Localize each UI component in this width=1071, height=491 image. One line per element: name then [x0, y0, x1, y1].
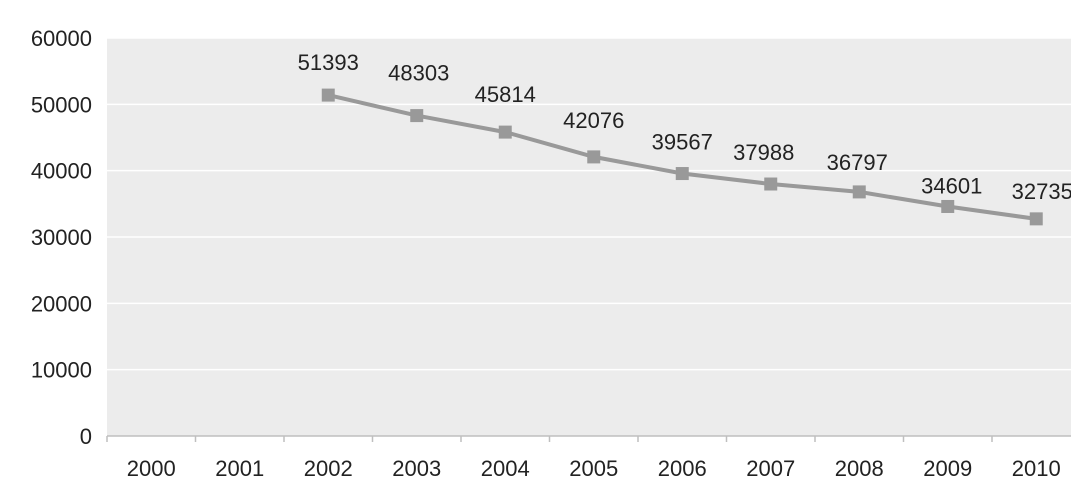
x-tick-label: 2005 — [569, 456, 618, 481]
gridlines — [107, 37, 1071, 371]
x-tick-label: 2003 — [392, 456, 441, 481]
data-labels: 51393 48303 45814 42076 39567 37988 36797 34601… — [298, 50, 1071, 204]
data-label: 42076 — [563, 108, 624, 133]
y-axis-labels: 0 10000 20000 30000 40000 50000 60000 — [31, 26, 92, 449]
data-point-marker — [941, 199, 955, 213]
y-tick-label: 40000 — [31, 159, 92, 184]
data-label: 32735 — [1012, 179, 1071, 204]
data-label: 51393 — [298, 50, 359, 75]
x-axis-labels: 2000 2001 2002 2003 2004 2005 2006 2007 2008 2009… — [127, 456, 1061, 481]
data-point-marker — [1029, 212, 1043, 226]
x-axis — [106, 435, 1071, 442]
data-point-marker — [321, 88, 335, 102]
data-point-marker — [852, 185, 866, 199]
data-point-marker — [498, 125, 512, 139]
y-tick-label: 0 — [80, 424, 92, 449]
data-label: 37988 — [733, 140, 794, 165]
data-label: 45814 — [475, 82, 536, 107]
x-tick-label: 2010 — [1012, 456, 1061, 481]
series-markers — [321, 88, 1043, 226]
x-tick-label: 2006 — [658, 456, 707, 481]
data-point-marker — [764, 177, 778, 191]
data-label: 36797 — [827, 150, 888, 175]
data-label: 39567 — [652, 130, 713, 155]
x-tick-label: 2004 — [481, 456, 530, 481]
x-tick-label: 2007 — [746, 456, 795, 481]
y-tick-label: 20000 — [31, 291, 92, 316]
x-tick-label: 2000 — [127, 456, 176, 481]
y-tick-label: 10000 — [31, 358, 92, 383]
x-tick-label: 2008 — [835, 456, 884, 481]
data-label: 48303 — [388, 61, 449, 86]
y-tick-label: 50000 — [31, 92, 92, 117]
x-tick-label: 2002 — [304, 456, 353, 481]
data-label: 34601 — [921, 173, 982, 198]
y-tick-label: 30000 — [31, 225, 92, 250]
x-tick-label: 2001 — [215, 456, 264, 481]
data-point-marker — [587, 150, 601, 164]
data-point-marker — [675, 167, 689, 181]
x-tick-label: 2009 — [923, 456, 972, 481]
y-tick-label: 60000 — [31, 26, 92, 51]
data-point-marker — [410, 109, 424, 123]
